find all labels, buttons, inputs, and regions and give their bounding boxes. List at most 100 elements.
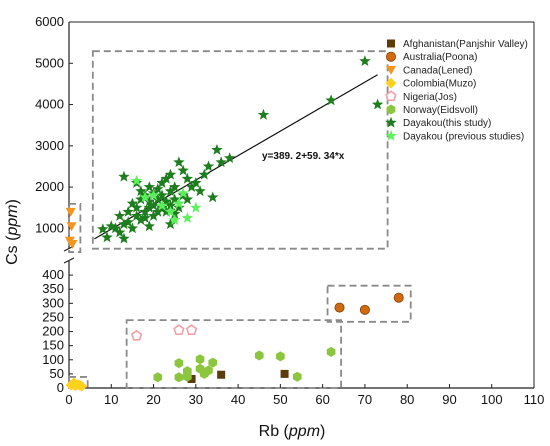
data-point xyxy=(109,222,122,234)
data-point xyxy=(143,201,156,213)
data-point xyxy=(185,324,198,335)
group-box xyxy=(326,284,412,323)
series-5 xyxy=(153,346,336,383)
data-point xyxy=(118,232,130,244)
data-point xyxy=(101,231,113,243)
data-point xyxy=(164,199,177,211)
y-tick-label: 1000 xyxy=(35,220,64,235)
data-point xyxy=(183,366,192,377)
data-point xyxy=(257,108,270,120)
axis-ticks: 0 10 20 30 40 50 60 70 80 90 100 110050100150200250… xyxy=(35,14,544,407)
y-tick-label: 100 xyxy=(42,352,64,367)
data-point xyxy=(254,350,264,361)
data-point xyxy=(181,172,194,184)
legend-marker xyxy=(385,129,397,141)
x-tick-label: 30 xyxy=(189,392,203,407)
data-point xyxy=(164,185,177,197)
data-point xyxy=(147,199,160,211)
data-point xyxy=(152,205,164,217)
data-point xyxy=(326,346,336,357)
data-point xyxy=(173,156,185,168)
data-point xyxy=(292,371,302,382)
x-tick-label: 100 xyxy=(481,392,503,407)
data-point xyxy=(68,377,80,389)
axis-break-mark-lower xyxy=(63,257,75,264)
data-point xyxy=(190,201,202,213)
series-1 xyxy=(334,292,404,315)
y-tick-label: 50 xyxy=(50,366,64,381)
data-point xyxy=(139,191,151,203)
y-tick-label: 150 xyxy=(42,338,64,353)
data-point xyxy=(139,212,151,223)
data-point xyxy=(130,201,143,213)
data-point xyxy=(143,195,156,207)
y-tick-label: 350 xyxy=(42,281,64,296)
y-tick-label: 6000 xyxy=(35,14,64,29)
x-tick-label: 40 xyxy=(231,392,245,407)
data-point xyxy=(168,214,181,225)
x-axis-title: Rb (ppm) xyxy=(259,423,326,440)
data-point xyxy=(135,185,147,197)
legend-label: Australia(Poona) xyxy=(403,52,477,63)
data-point xyxy=(190,176,202,188)
data-point xyxy=(114,226,126,238)
data-point xyxy=(118,170,130,182)
y-axis-label: Cs xyxy=(4,245,21,265)
data-point xyxy=(173,197,185,209)
data-point xyxy=(130,174,143,186)
series-6 xyxy=(97,55,384,244)
data-point xyxy=(147,209,160,221)
x-tick-label: 70 xyxy=(358,392,372,407)
data-point xyxy=(202,160,215,172)
y-tick-label: 250 xyxy=(42,309,64,324)
data-point xyxy=(122,216,134,228)
x-tick-label: 50 xyxy=(273,392,287,407)
data-point xyxy=(153,372,163,383)
y-axis-title: Cs (ppm) xyxy=(4,199,21,265)
legend-label: Colombia(Muzo) xyxy=(403,79,476,90)
data-point xyxy=(164,205,177,217)
group-box xyxy=(91,50,389,250)
data-point xyxy=(177,164,189,176)
data-point xyxy=(135,193,147,205)
data-point xyxy=(156,199,168,211)
data-point xyxy=(164,218,177,230)
x-tick-label: 90 xyxy=(442,392,456,407)
data-point xyxy=(204,365,213,376)
data-point xyxy=(97,223,109,235)
legend-marker xyxy=(387,39,395,48)
data-point xyxy=(160,172,172,184)
data-point xyxy=(181,212,194,223)
data-point xyxy=(143,220,156,232)
legend-label: Canada(Lened) xyxy=(403,65,473,76)
y-tick-label: 300 xyxy=(42,295,64,310)
data-point xyxy=(130,209,143,221)
group-boxes xyxy=(68,50,412,389)
data-point xyxy=(118,218,130,230)
y-tick-label: 4000 xyxy=(35,97,64,112)
legend-marker xyxy=(386,65,396,75)
data-point xyxy=(164,168,177,180)
legend-marker xyxy=(385,90,397,102)
data-point xyxy=(280,369,289,378)
series-7 xyxy=(130,174,202,225)
legend-marker xyxy=(386,104,396,115)
data-point xyxy=(168,193,181,205)
y-tick-label: 0 xyxy=(57,380,64,395)
data-point xyxy=(160,195,172,207)
data-point xyxy=(207,191,219,203)
data-point xyxy=(160,205,172,217)
data-point xyxy=(105,220,117,232)
x-tick-label: 10 xyxy=(104,392,118,407)
legend: Afghanistan(Panjshir Valley) Australia(Po… xyxy=(385,39,528,142)
x-tick-label: 0 xyxy=(65,392,72,407)
y-tick-label: 5000 xyxy=(35,55,64,70)
x-tick-label: 80 xyxy=(400,392,414,407)
data-point xyxy=(122,205,134,217)
data-point xyxy=(198,168,210,180)
data-point xyxy=(130,329,143,341)
data-point xyxy=(195,354,205,365)
data-point xyxy=(152,183,164,195)
legend-marker xyxy=(385,51,396,62)
